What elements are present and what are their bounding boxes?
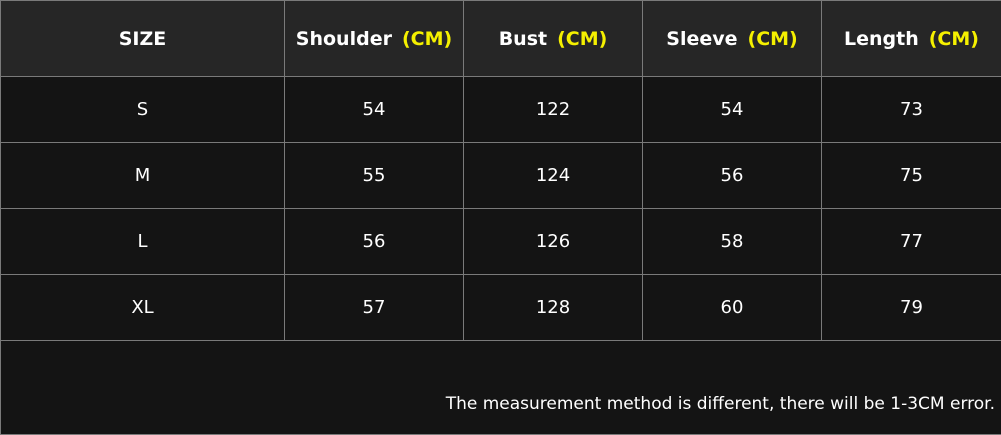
measurement-cell: 79 <box>822 275 1001 341</box>
measurement-cell: 126 <box>464 209 643 275</box>
column-header: Shoulder (CM) <box>285 1 464 77</box>
note-row: The measurement method is different, the… <box>1 341 1001 435</box>
measurement-cell: 56 <box>643 143 822 209</box>
column-header-label: Sleeve <box>666 28 737 50</box>
measurement-cell: 60 <box>643 275 822 341</box>
measurement-cell: 122 <box>464 77 643 143</box>
measurement-cell: 56 <box>285 209 464 275</box>
column-header: Length (CM) <box>822 1 1001 77</box>
measurement-cell: 75 <box>822 143 1001 209</box>
column-header-unit: (CM) <box>929 28 979 50</box>
column-header-unit: (CM) <box>557 28 607 50</box>
column-header: Sleeve (CM) <box>643 1 822 77</box>
measurement-cell: 73 <box>822 77 1001 143</box>
column-header-label: Length <box>844 28 919 50</box>
measurement-note: The measurement method is different, the… <box>1 341 1001 435</box>
measurement-cell: 124 <box>464 143 643 209</box>
measurement-cell: 77 <box>822 209 1001 275</box>
measurement-cell: 128 <box>464 275 643 341</box>
column-header-label: SIZE <box>119 28 167 50</box>
column-header: SIZE <box>1 1 285 77</box>
measurement-cell: 58 <box>643 209 822 275</box>
column-header-label: Shoulder <box>296 28 392 50</box>
size-cell: M <box>1 143 285 209</box>
size-cell: S <box>1 77 285 143</box>
column-header-unit: (CM) <box>402 28 452 50</box>
measurement-cell: 54 <box>643 77 822 143</box>
size-cell: L <box>1 209 285 275</box>
measurement-cell: 54 <box>285 77 464 143</box>
column-header: Bust (CM) <box>464 1 643 77</box>
measurement-cell: 57 <box>285 275 464 341</box>
size-cell: XL <box>1 275 285 341</box>
measurement-cell: 55 <box>285 143 464 209</box>
column-header-label: Bust <box>499 28 547 50</box>
column-header-unit: (CM) <box>748 28 798 50</box>
